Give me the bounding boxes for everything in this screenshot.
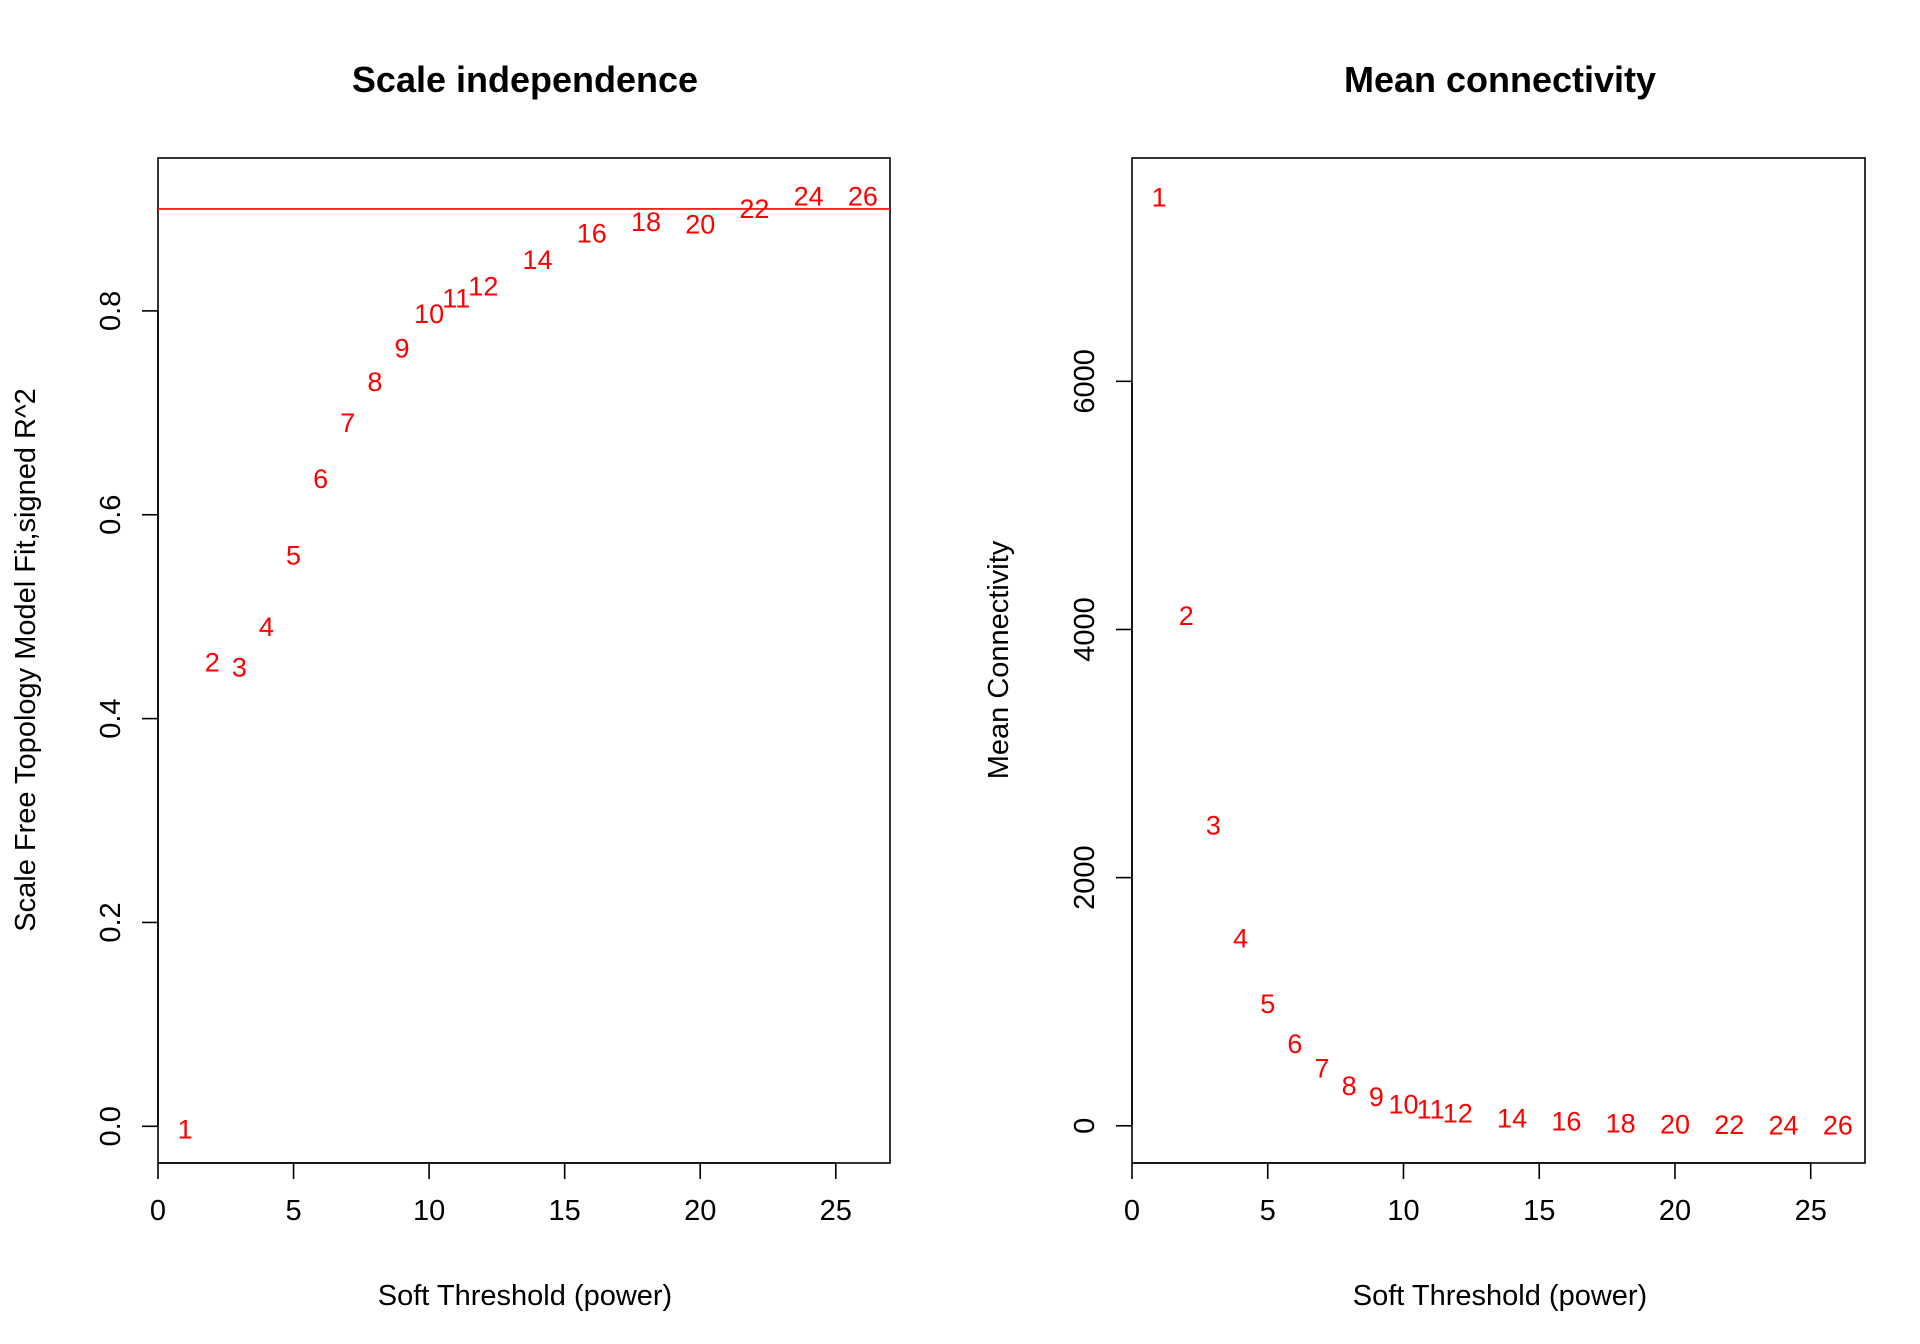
point-label-7: 7 — [340, 408, 355, 438]
point-label-8: 8 — [1342, 1071, 1357, 1101]
x-tick-label: 20 — [1659, 1195, 1691, 1227]
point-label-3: 3 — [232, 653, 247, 683]
chart-title: Scale independence — [352, 59, 698, 100]
point-label-4: 4 — [1233, 923, 1248, 953]
point-label-9: 9 — [1369, 1082, 1384, 1112]
point-label-12: 12 — [1443, 1098, 1473, 1128]
point-label-16: 16 — [1551, 1106, 1581, 1136]
y-axis: 0 2000 4000 6000 — [1069, 349, 1133, 1134]
point-label-5: 5 — [1260, 989, 1275, 1019]
scale-independence-panel: Scale independence 0 5 10 15 20 25 0.00.20.40… — [10, 59, 891, 1312]
y-tick-label: 2000 — [1069, 845, 1101, 910]
point-label-1: 1 — [1152, 183, 1167, 213]
x-tick-label: 10 — [413, 1195, 445, 1227]
point-label-22: 22 — [1714, 1110, 1744, 1140]
point-label-26: 26 — [1823, 1111, 1853, 1141]
point-label-18: 18 — [631, 207, 661, 237]
x-tick-label: 0 — [150, 1195, 166, 1227]
point-label-14: 14 — [523, 245, 553, 275]
point-label-10: 10 — [1388, 1090, 1418, 1120]
point-label-6: 6 — [1287, 1029, 1302, 1059]
point-label-3: 3 — [1206, 811, 1221, 841]
y-tick-label: 4000 — [1069, 597, 1101, 662]
x-tick-label: 0 — [1124, 1195, 1140, 1227]
y-tick-label: 0 — [1069, 1118, 1101, 1134]
x-tick-label: 15 — [549, 1195, 581, 1227]
point-label-7: 7 — [1315, 1054, 1330, 1084]
plot-area-frame — [1131, 157, 1866, 1164]
point-label-22: 22 — [739, 194, 769, 224]
point-label-11: 11 — [1417, 1095, 1445, 1125]
point-label-16: 16 — [577, 218, 607, 248]
x-tick-label: 25 — [820, 1195, 852, 1227]
point-label-1: 1 — [178, 1114, 193, 1144]
point-label-5: 5 — [286, 541, 301, 571]
chart-title: Mean connectivity — [1344, 59, 1656, 100]
x-tick-label: 5 — [1260, 1195, 1276, 1227]
point-label-9: 9 — [394, 334, 409, 364]
x-axis: 0 5 10 15 20 25 — [150, 1162, 852, 1227]
y-tick-label: 0.6 — [95, 495, 127, 535]
x-axis: 0 5 10 15 20 25 — [1124, 1162, 1827, 1227]
x-tick-label: 15 — [1523, 1195, 1555, 1227]
point-label-24: 24 — [794, 182, 824, 212]
y-tick-label: 6000 — [1069, 349, 1101, 414]
point-label-2: 2 — [205, 648, 220, 678]
y-axis-label: Mean Connectivity — [983, 540, 1015, 779]
point-label-12: 12 — [468, 271, 498, 301]
point-label-24: 24 — [1769, 1110, 1799, 1140]
point-label-20: 20 — [685, 209, 715, 239]
point-label-11: 11 — [442, 284, 470, 314]
x-axis-label: Soft Threshold (power) — [1353, 1280, 1647, 1312]
y-tick-label: 0.0 — [95, 1106, 127, 1146]
point-label-8: 8 — [367, 367, 382, 397]
y-axis-label: Scale Free Topology Model Fit,signed R^2 — [10, 388, 42, 931]
point-label-6: 6 — [313, 464, 328, 494]
point-label-20: 20 — [1660, 1110, 1690, 1140]
mean-connectivity-panel: Mean connectivity 0 5 10 15 20 25 02000400060… — [983, 59, 1866, 1312]
y-tick-label: 0.8 — [95, 291, 127, 331]
y-axis: 0.0 0.2 0.4 0.6 0.8 — [95, 291, 159, 1146]
y-tick-label: 0.2 — [95, 902, 127, 942]
x-tick-label: 5 — [285, 1195, 301, 1227]
point-label-4: 4 — [259, 612, 274, 642]
x-tick-label: 20 — [684, 1195, 716, 1227]
y-tick-label: 0.4 — [95, 698, 127, 738]
point-label-10: 10 — [414, 299, 444, 329]
point-label-2: 2 — [1179, 601, 1194, 631]
x-tick-label: 10 — [1387, 1195, 1419, 1227]
point-label-26: 26 — [848, 182, 878, 212]
x-tick-label: 25 — [1795, 1195, 1827, 1227]
x-axis-label: Soft Threshold (power) — [378, 1280, 672, 1312]
plot-area-frame — [157, 157, 891, 1164]
point-label-18: 18 — [1606, 1108, 1636, 1138]
point-label-14: 14 — [1497, 1103, 1527, 1133]
